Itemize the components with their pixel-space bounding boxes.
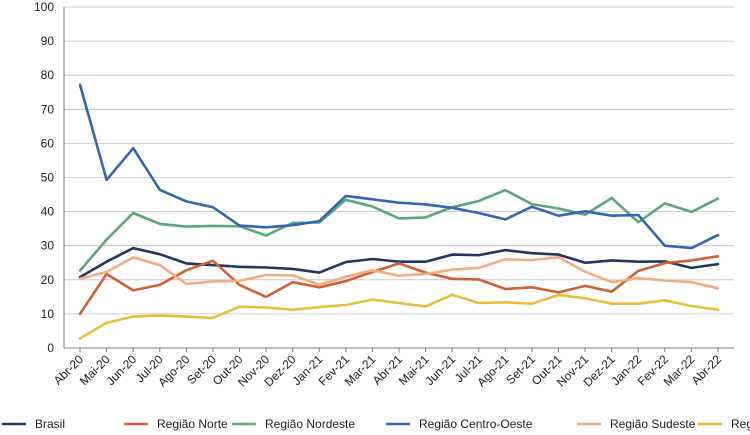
series-line-1 — [78, 246, 720, 279]
y-tick-label: 80 — [41, 68, 55, 82]
series-line-4 — [78, 83, 720, 250]
y-tick-label: 100 — [34, 0, 54, 14]
legend-label: Região Sudeste — [610, 417, 696, 431]
y-tick-labels: 0 10 20 30 40 50 60 70 80 90 100 — [34, 0, 54, 355]
legend-label: Região Centro-Oeste — [419, 417, 533, 431]
y-tick-label: 90 — [41, 34, 55, 48]
legend-label: Brasil — [35, 417, 65, 431]
series-lines — [78, 83, 720, 340]
series-line-3 — [78, 188, 720, 272]
y-tick-label: 0 — [47, 341, 54, 355]
y-tick-label: 60 — [41, 136, 55, 150]
axes — [63, 7, 734, 352]
y-tick-label: 20 — [41, 273, 55, 287]
x-tick-label: Jun-21 — [422, 352, 458, 388]
series-line-5 — [78, 255, 720, 290]
legend-label: Região Sul — [731, 417, 750, 431]
x-tick-labels: Abr-20Mai-20Jun-20Jul-20Ago-20Set-20Out-… — [51, 352, 725, 389]
series-line-6 — [78, 293, 720, 340]
gridlines — [64, 6, 734, 315]
x-tick-label: Abr-22 — [689, 352, 725, 388]
legend: Brasil Região Norte Região Nordeste Região … — [2, 417, 750, 431]
series-line-2 — [78, 254, 720, 316]
y-tick-label: 50 — [41, 171, 55, 185]
legend-label: Região Norte — [157, 417, 228, 431]
y-tick-label: 40 — [41, 205, 55, 219]
x-tick-label: Jun-20 — [103, 352, 139, 388]
y-tick-label: 70 — [41, 102, 55, 116]
y-tick-label: 30 — [41, 239, 55, 253]
legend-label: Região Nordeste — [265, 417, 355, 431]
y-tick-label: 10 — [41, 307, 55, 321]
